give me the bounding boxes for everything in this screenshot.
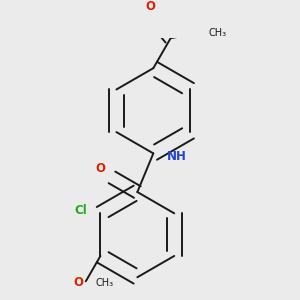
Text: NH: NH [167,150,187,163]
Text: CH₃: CH₃ [209,28,227,38]
Text: Cl: Cl [74,204,87,217]
Text: O: O [95,162,105,175]
Text: O: O [73,276,83,289]
Text: CH₃: CH₃ [95,278,113,288]
Text: O: O [146,0,155,13]
